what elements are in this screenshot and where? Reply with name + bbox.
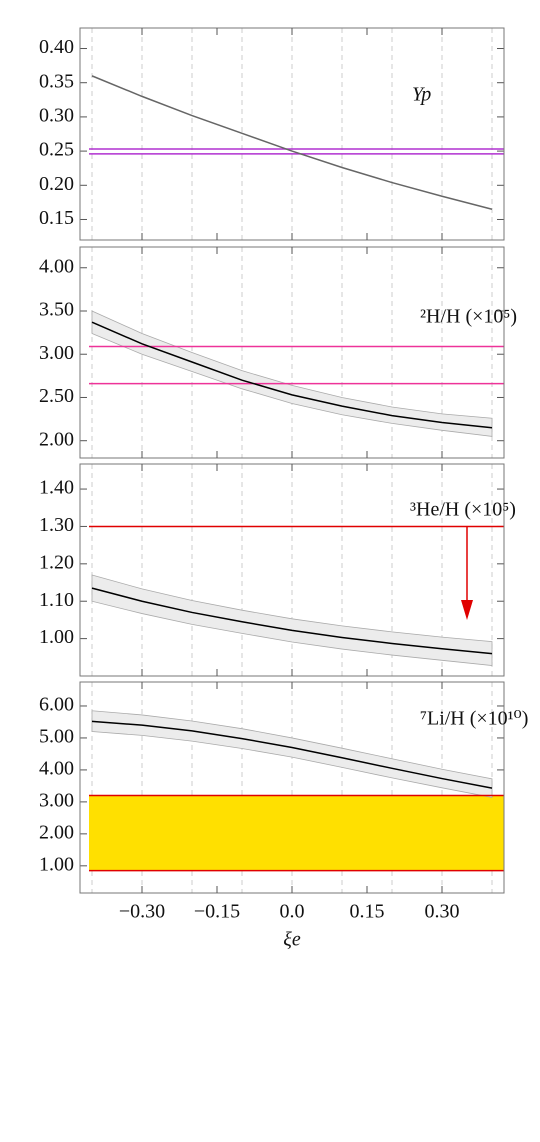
y-tick-label: 1.20 bbox=[39, 551, 74, 573]
panel-label: ⁷Li/H (×10¹⁰) bbox=[420, 708, 528, 730]
y-tick-label: 1.10 bbox=[39, 589, 74, 611]
y-tick-label: 0.25 bbox=[39, 139, 74, 161]
y-tick-label: 5.00 bbox=[39, 726, 74, 748]
y-tick-label: 0.35 bbox=[39, 70, 74, 92]
panel-label: Yp bbox=[412, 84, 431, 106]
prediction-line bbox=[91, 720, 493, 789]
panel-label: ³He/H (×10⁵) bbox=[410, 499, 516, 521]
y-tick-label: 1.00 bbox=[39, 853, 74, 875]
y-tick-label: 1.40 bbox=[39, 477, 74, 499]
upper-limit-arrowhead bbox=[461, 600, 473, 620]
x-axis-label: ξe bbox=[283, 929, 301, 951]
x-tick-label: 0.0 bbox=[280, 901, 305, 923]
y-tick-label: 2.00 bbox=[39, 428, 74, 450]
y-tick-label: 3.50 bbox=[39, 299, 74, 321]
prediction-line bbox=[91, 321, 493, 429]
uncertainty-band bbox=[91, 710, 493, 798]
y-tick-label: 3.00 bbox=[39, 789, 74, 811]
y-tick-label: 2.50 bbox=[39, 385, 74, 407]
y-tick-label: 4.00 bbox=[39, 255, 74, 277]
panel-label: ²H/H (×10⁵) bbox=[420, 306, 517, 328]
y-tick-label: 1.00 bbox=[39, 626, 74, 648]
x-tick-label: 0.30 bbox=[425, 901, 460, 923]
y-tick-label: 0.20 bbox=[39, 173, 74, 195]
y-tick-label: 4.00 bbox=[39, 758, 74, 780]
y-tick-label: 0.15 bbox=[39, 207, 74, 229]
y-tick-label: 0.30 bbox=[39, 104, 74, 126]
y-tick-label: 1.30 bbox=[39, 514, 74, 536]
x-tick-label: −0.30 bbox=[119, 901, 165, 923]
uncertainty-band bbox=[91, 574, 493, 666]
y-tick-label: 6.00 bbox=[39, 694, 74, 716]
y-tick-label: 3.00 bbox=[39, 342, 74, 364]
prediction-line bbox=[91, 75, 493, 210]
y-tick-label: 0.40 bbox=[39, 36, 74, 58]
prediction-line bbox=[91, 587, 493, 655]
y-tick-label: 2.00 bbox=[39, 821, 74, 843]
observed-band bbox=[89, 795, 504, 871]
x-tick-label: −0.15 bbox=[194, 901, 240, 923]
x-tick-label: 0.15 bbox=[350, 901, 385, 923]
